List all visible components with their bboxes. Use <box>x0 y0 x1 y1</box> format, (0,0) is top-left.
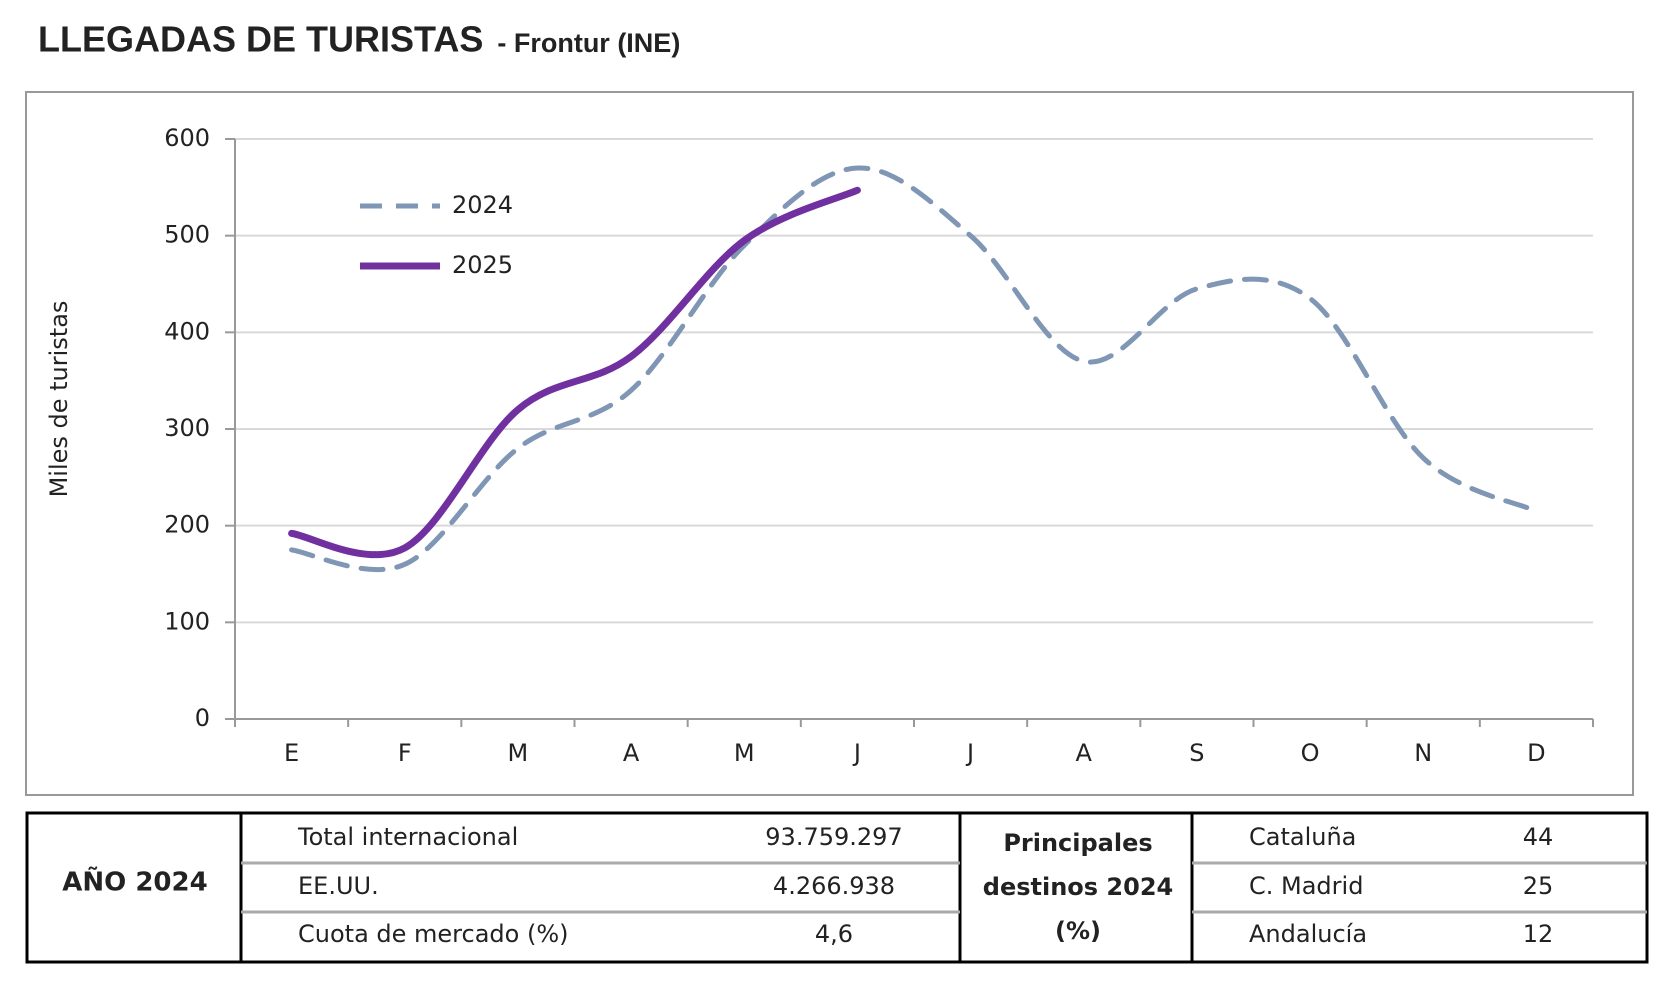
row-value: 93.759.297 <box>765 823 902 851</box>
x-tick-label: A <box>1076 739 1093 767</box>
series-line <box>289 165 1539 573</box>
y-tick-label: 300 <box>164 414 210 442</box>
y-tick-label: 400 <box>164 317 210 345</box>
x-tick-label: J <box>965 739 974 767</box>
table-border <box>25 811 1649 964</box>
y-tick-label: 100 <box>164 607 210 635</box>
destinations-label: destinos 2024 <box>983 873 1173 901</box>
x-tick-label: D <box>1527 739 1545 767</box>
x-tick-label: F <box>398 739 412 767</box>
table: AÑO 2024 <box>25 811 1649 964</box>
y-tick-label: 200 <box>164 511 210 539</box>
destination-share: 12 <box>1523 920 1554 948</box>
subtitle: - Frontur (INE) <box>497 28 680 58</box>
row-label: Cuota de mercado (%) <box>298 920 569 948</box>
destination-name: C. Madrid <box>1249 872 1363 900</box>
title: LLEGADAS DE TURISTAS <box>38 19 483 60</box>
y-axis-label: Miles de turistas <box>45 301 73 498</box>
row-value: 4,6 <box>815 920 853 948</box>
x-tick-label: M <box>734 739 755 767</box>
chart-frame <box>25 91 1634 796</box>
legend-label: 2025 <box>452 251 513 279</box>
legend-label: 2024 <box>452 191 513 219</box>
x-tick-label: O <box>1301 739 1320 767</box>
x-tick-label: J <box>852 739 861 767</box>
row-label: EE.UU. <box>298 872 379 900</box>
x-tick-label: M <box>508 739 529 767</box>
row-value: 4.266.938 <box>773 872 895 900</box>
destinations-label: (%) <box>1055 917 1101 945</box>
y-tick-label: 500 <box>164 221 210 249</box>
destination-share: 44 <box>1523 823 1554 851</box>
x-tick-label: S <box>1189 739 1204 767</box>
destination-name: Cataluña <box>1249 823 1356 851</box>
y-tick-label: 600 <box>164 124 210 152</box>
y-tick-label: 0 <box>195 704 210 732</box>
destination-share: 25 <box>1523 872 1554 900</box>
x-tick-label: A <box>623 739 640 767</box>
destination-name: Andalucía <box>1249 920 1367 948</box>
row-label: Total internacional <box>297 823 518 851</box>
x-tick-label: E <box>284 739 299 767</box>
year-label: AÑO 2024 <box>62 866 207 898</box>
destinations-label: Principales <box>1003 829 1152 857</box>
x-tick-label: N <box>1414 739 1432 767</box>
series-line <box>288 186 861 559</box>
